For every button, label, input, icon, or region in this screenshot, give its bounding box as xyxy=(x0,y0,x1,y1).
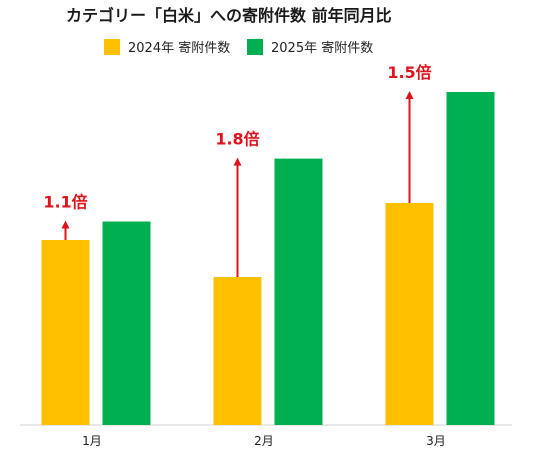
growth-arrow-head-3 xyxy=(405,91,414,99)
x-tick-label-2: 2月 xyxy=(254,434,274,448)
growth-label-2: 1.8倍 xyxy=(215,130,259,149)
bar-2025-3 xyxy=(446,92,495,425)
bar-2024-2 xyxy=(213,277,262,425)
bar-2024-1 xyxy=(41,240,90,425)
plot-area: 1月 1.1倍 2月 1.8倍 3月 1.5倍 xyxy=(20,63,512,448)
x-tick-label-3: 3月 xyxy=(426,434,446,448)
x-tick-label-1: 1月 xyxy=(82,434,102,448)
legend-label-2025: 2025年 寄附件数 xyxy=(271,40,373,56)
legend-label-2024: 2024年 寄附件数 xyxy=(128,40,230,56)
growth-label-1: 1.1倍 xyxy=(43,193,87,212)
growth-label-3: 1.5倍 xyxy=(387,63,431,82)
bar-2025-2 xyxy=(274,158,323,425)
legend-swatch-2024 xyxy=(104,39,120,55)
bar-2025-1 xyxy=(102,221,151,425)
legend: 2024年 寄附件数 2025年 寄附件数 xyxy=(104,39,373,56)
growth-arrow-head-1 xyxy=(61,220,70,229)
growth-arrow-head-2 xyxy=(233,157,242,166)
bar-2024-3 xyxy=(385,203,434,425)
legend-swatch-2025 xyxy=(247,39,263,55)
chart-title: カテゴリー「白米」への寄附件数 前年同月比 xyxy=(66,6,392,25)
